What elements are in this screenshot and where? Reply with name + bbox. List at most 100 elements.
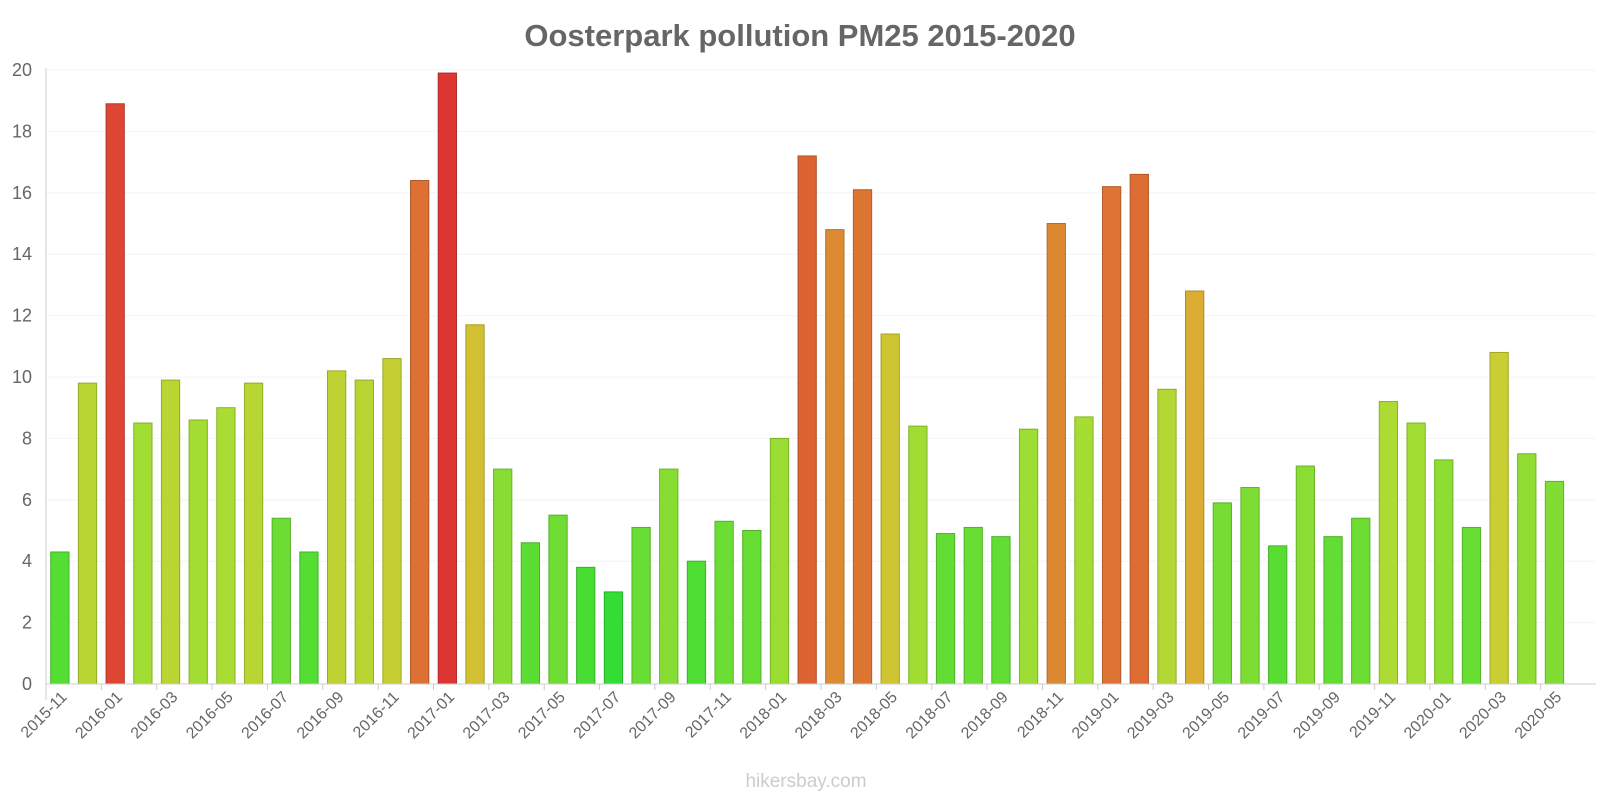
bar-2018-08 [963,526,983,685]
bar-2019-01 [1101,186,1122,685]
bar-2019-03 [1157,388,1177,685]
bar-2018-12 [1074,416,1094,685]
x-tick-label-2018-01: 2018-01 [737,689,791,743]
bar-2018-11 [1046,223,1066,685]
x-tick-label-2020-01: 2020-01 [1401,689,1455,743]
y-tick-label: 10 [12,367,32,387]
bar-2019-12 [1406,422,1426,685]
bar-2020-03 [1489,351,1509,685]
bar-2019-11 [1378,401,1399,685]
bar-2019-04 [1185,290,1205,685]
bar-2019-09 [1323,536,1343,685]
x-tick-label-2017-07: 2017-07 [571,689,625,743]
bar-2017-02 [465,324,485,685]
x-tick-label-2016-03: 2016-03 [128,689,182,743]
y-tick-label: 18 [12,121,32,141]
y-tick-label: 4 [22,551,32,571]
bar-2017-05 [548,514,568,685]
bar-2016-11 [382,358,402,685]
x-tick-label-2016-01: 2016-01 [72,689,126,743]
bar-2018-04 [852,189,873,685]
x-tick-label-2019-11: 2019-11 [1347,689,1400,742]
bar-2020-05 [1544,480,1565,685]
x-tick-label-2015-11: 2015-11 [18,689,71,742]
x-tick-label-2016-09: 2016-09 [294,689,348,743]
bars [50,72,1565,685]
x-tick-label-2019-01: 2019-01 [1069,689,1123,743]
bar-2017-12 [742,530,762,685]
bar-2016-06 [243,382,264,685]
bar-2017-09 [659,468,679,685]
bar-2015-12 [77,382,98,685]
x-tick-label-2017-09: 2017-09 [626,689,680,743]
bar-2016-08 [299,551,319,685]
bar-2019-07 [1268,545,1288,685]
x-tick-label-2018-05: 2018-05 [847,689,901,743]
y-axis: 0 2 4 6 8 10 12 14 16 18 20 [12,60,47,700]
bar-2016-04 [188,419,208,685]
bar-2017-10 [686,560,707,685]
bar-2018-01 [769,437,790,685]
bar-2017-01 [437,72,457,685]
bar-2020-04 [1517,453,1537,685]
bar-2016-09 [326,370,347,685]
y-tick-label: 8 [22,428,32,448]
bar-2017-04 [520,542,541,685]
x-axis: 2015-11 2016-01 2016-03 2016-05 2016-07 2016-… [18,683,1596,743]
x-tick-label-2017-05: 2017-05 [515,689,569,743]
bar-2019-05 [1212,502,1232,685]
x-tick-label-2018-03: 2018-03 [792,689,846,743]
y-tick-label: 16 [12,183,32,203]
bar-2019-10 [1351,517,1371,685]
bar-2018-05 [880,333,900,685]
bar-2017-03 [493,468,513,685]
bar-2016-07 [271,517,291,685]
x-tick-label-2017-01: 2017-01 [405,689,459,743]
y-tick-label: 14 [12,244,32,264]
x-tick-label-2018-11: 2018-11 [1014,689,1067,742]
x-tick-label-2016-07: 2016-07 [239,689,293,743]
bar-2019-08 [1295,465,1316,685]
bar-2018-10 [1018,428,1039,685]
y-tick-label: 0 [22,674,32,694]
bar-2017-11 [714,520,734,685]
bar-2017-07 [603,591,624,685]
y-tick-label: 2 [22,613,32,633]
bar-2017-06 [576,566,596,685]
bar-2018-09 [991,536,1011,685]
bar-2018-02 [797,155,817,685]
x-tick-label-2019-03: 2019-03 [1124,689,1178,743]
x-tick-label-2019-05: 2019-05 [1180,689,1234,743]
bar-2020-02 [1461,526,1482,685]
x-tick-label-2019-07: 2019-07 [1235,689,1289,743]
bar-2018-03 [825,229,845,685]
x-tick-label-2016-05: 2016-05 [183,689,237,743]
bar-2016-05 [216,407,236,685]
x-tick-label-2016-11: 2016-11 [350,689,403,742]
bar-2016-10 [354,379,374,685]
x-tick-label-2018-09: 2018-09 [958,689,1012,743]
bar-2016-01 [105,103,125,685]
x-tick-label-2017-03: 2017-03 [460,689,514,743]
watermark: hikersbay.com [745,771,866,792]
x-tick-label-2017-11: 2017-11 [682,689,735,742]
bar-2020-01 [1434,459,1454,685]
y-tick-label: 20 [12,60,32,80]
y-tick-label: 12 [12,306,32,326]
bar-2018-06 [908,425,928,685]
y-tick-label: 6 [22,490,32,510]
bar-2016-12 [410,180,430,685]
x-tick-label-2020-05: 2020-05 [1512,689,1566,743]
chart-title: Oosterpark pollution PM25 2015-2020 [524,18,1075,53]
x-tick-label-2018-07: 2018-07 [903,689,957,743]
bar-2016-03 [160,379,181,685]
x-tick-label-2019-09: 2019-09 [1290,689,1344,743]
bar-2017-08 [631,526,651,685]
bar-2019-02 [1129,173,1149,685]
bar-2019-06 [1240,487,1260,685]
bar-2016-02 [133,422,153,685]
bar-2018-07 [935,533,956,685]
bar-2015-11 [50,551,70,685]
x-tick-label-2020-03: 2020-03 [1456,689,1510,743]
